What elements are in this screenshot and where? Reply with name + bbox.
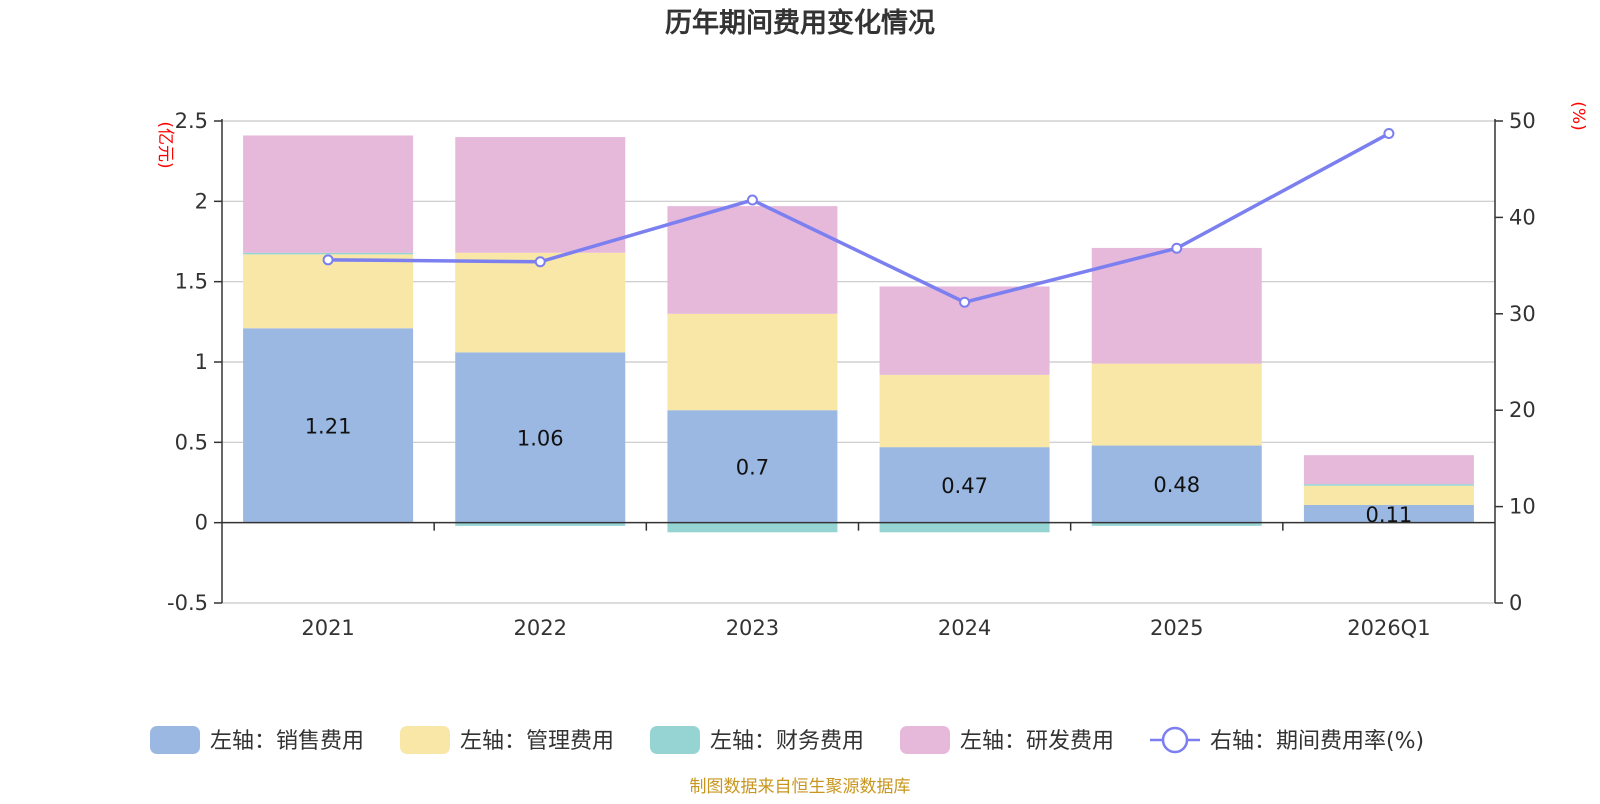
legend-label: 左轴：研发费用 (960, 729, 1114, 754)
bar-segment (455, 352, 626, 523)
bar-segment (243, 135, 414, 253)
bar-segment (243, 328, 414, 523)
bar-data-label: 0.7 (736, 455, 769, 479)
source-note: 制图数据来自恒生聚源数据库 (690, 777, 911, 797)
bar-segment (1091, 445, 1262, 523)
left-axis-tick-label: 1 (195, 350, 208, 374)
bar-segment (1303, 504, 1474, 523)
bar-segment (455, 137, 626, 253)
legend-label: 左轴：管理费用 (460, 729, 614, 754)
bar-segment (1091, 363, 1262, 446)
bar-segment (1091, 522, 1262, 526)
gridlines (222, 120, 1495, 604)
x-axis-tick-label: 2021 (301, 616, 354, 640)
bar-data-label: 0.11 (1366, 503, 1413, 527)
bar-segment (879, 447, 1050, 523)
bar-segment (1303, 455, 1474, 485)
chart-title: 历年期间费用变化情况 (665, 7, 935, 39)
line-layer (322, 128, 1395, 308)
bar-segment (455, 522, 626, 526)
left-axis-tick-label: 0.5 (175, 430, 208, 454)
axes-layer: -0.5 0 0.5 1 1.5 2 2.5 0 10 20 30 40 50 2021 2022 2023 2… (167, 109, 1536, 640)
legend-label: 右轴：期间费用率(%) (1210, 729, 1424, 754)
left-axis-unit: (亿元) (155, 121, 175, 168)
bar-segment (243, 254, 414, 329)
x-axis-tick-label: 2025 (1150, 616, 1203, 640)
right-axis-unit: (%) (1568, 101, 1588, 130)
left-axis-tick-label: 1.5 (175, 270, 208, 294)
left-axis-tick-label: 0 (195, 511, 208, 535)
left-axis-tick-label: -0.5 (167, 591, 208, 615)
expense-rate-point (746, 194, 758, 206)
bar-data-label: 0.48 (1153, 473, 1200, 497)
bar-segment (1303, 484, 1474, 486)
expense-rate-point (1383, 128, 1395, 140)
bar-segment (667, 313, 838, 411)
bar-data-label: 1.21 (305, 414, 352, 438)
expense-rate-point (534, 256, 546, 268)
data-labels-layer: 1.21 1.06 0.7 0.47 0.48 0.11 (305, 414, 1413, 526)
bar-segment (1091, 247, 1262, 364)
x-axis-tick-label: 2023 (726, 616, 779, 640)
legend-swatch (650, 726, 700, 754)
legend-label: 左轴：销售费用 (210, 729, 364, 754)
legend: 左轴：销售费用 左轴：管理费用 左轴：财务费用 左轴：研发费用 右轴：期间费用率(%) (150, 726, 1424, 754)
left-axis-tick-label: 2.5 (175, 109, 208, 133)
bar-data-label: 0.47 (941, 474, 988, 498)
legend-swatch (150, 726, 200, 754)
bar-segment (879, 374, 1050, 448)
right-axis-tick-label: 30 (1509, 302, 1536, 326)
left-axis-tick-label: 2 (195, 189, 208, 213)
expense-rate-point (959, 296, 971, 308)
right-axis-tick-label: 0 (1509, 591, 1522, 615)
expense-rate-point (1171, 242, 1183, 254)
bar-segment (667, 410, 838, 523)
x-axis-tick-label: 2024 (938, 616, 991, 640)
bars-layer (243, 135, 1474, 533)
x-axis-tick-label: 2026Q1 (1347, 616, 1430, 640)
bar-data-label: 1.06 (517, 427, 564, 451)
bar-segment (1303, 485, 1474, 505)
bar-segment (455, 252, 626, 353)
bar-segment (879, 522, 1050, 533)
legend-marker (1161, 726, 1189, 754)
legend-swatch (400, 726, 450, 754)
bar-segment (243, 252, 414, 255)
bar-segment (667, 206, 838, 314)
legend-label: 左轴：财务费用 (710, 729, 864, 754)
right-axis-tick-label: 10 (1509, 495, 1536, 519)
legend-swatch (900, 726, 950, 754)
expense-rate-point (322, 254, 334, 266)
right-axis-tick-label: 50 (1509, 109, 1536, 133)
expense-rate-line (328, 131, 1390, 305)
right-axis-tick-label: 40 (1509, 205, 1536, 229)
x-axis-tick-label: 2022 (514, 616, 567, 640)
right-axis-tick-label: 20 (1509, 398, 1536, 422)
bar-segment (667, 522, 838, 533)
